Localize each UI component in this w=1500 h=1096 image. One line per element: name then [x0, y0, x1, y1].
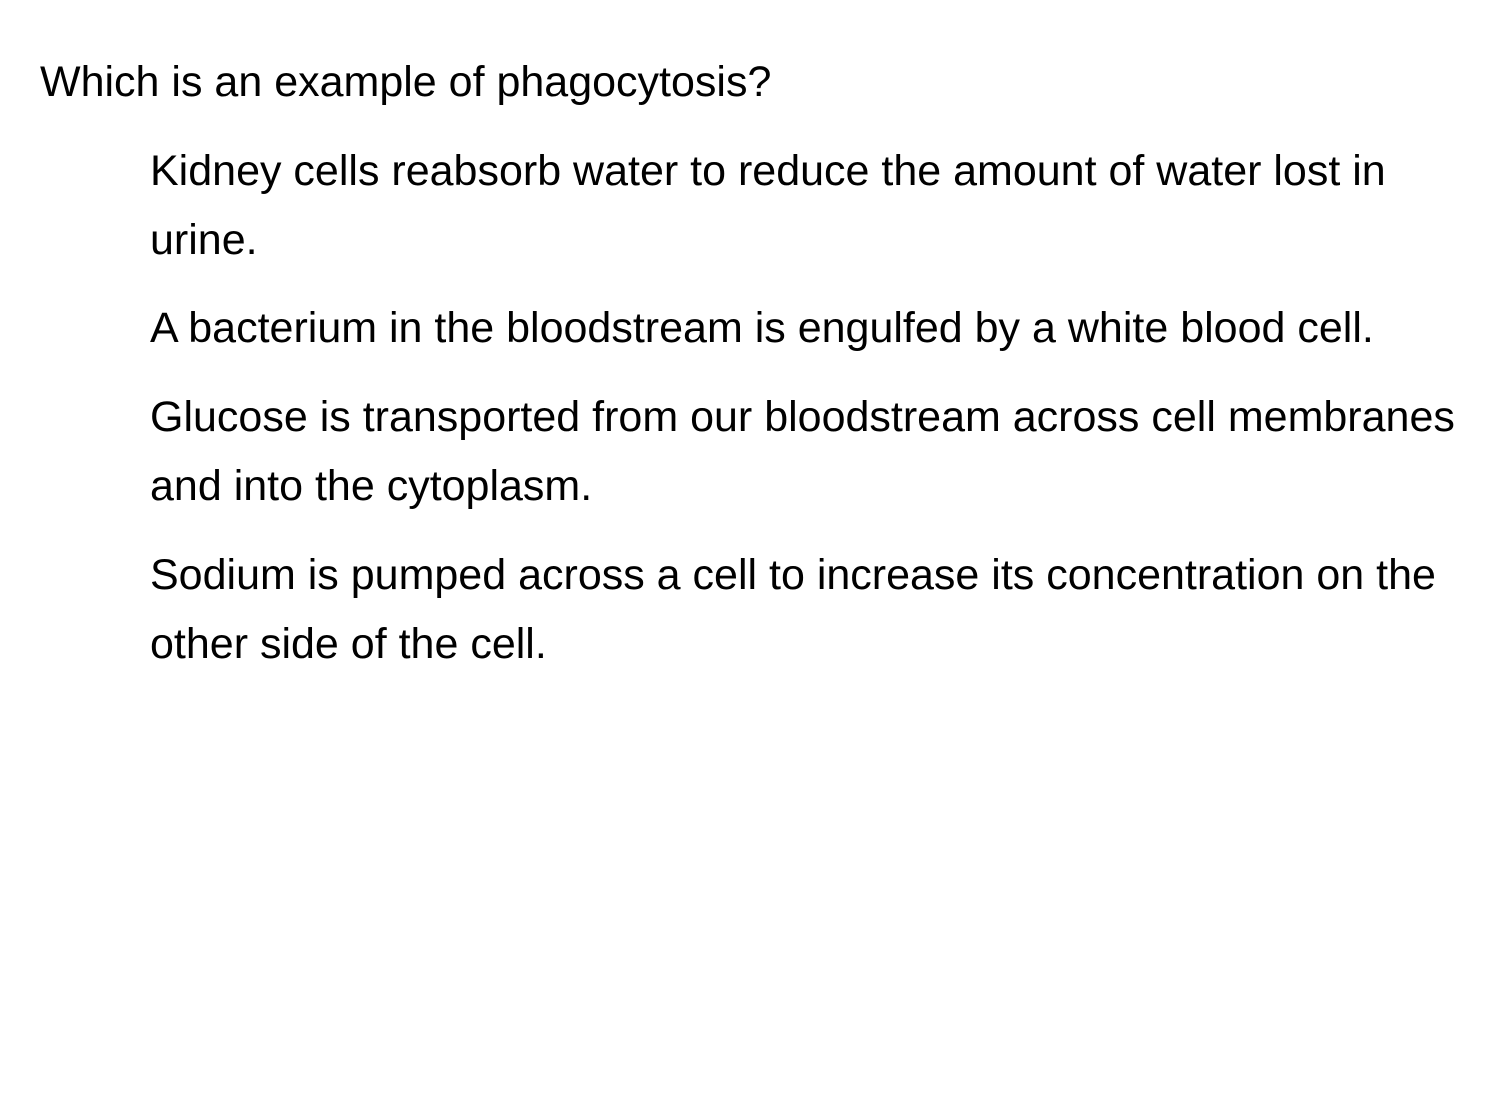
question-text: Which is an example of phagocytosis? [40, 48, 1460, 117]
option-item: Kidney cells reabsorb water to reduce th… [150, 137, 1460, 275]
options-list: Kidney cells reabsorb water to reduce th… [40, 137, 1460, 679]
option-item: Sodium is pumped across a cell to increa… [150, 541, 1460, 679]
option-item: A bacterium in the bloodstream is engulf… [150, 294, 1460, 363]
option-item: Glucose is transported from our bloodstr… [150, 383, 1460, 521]
